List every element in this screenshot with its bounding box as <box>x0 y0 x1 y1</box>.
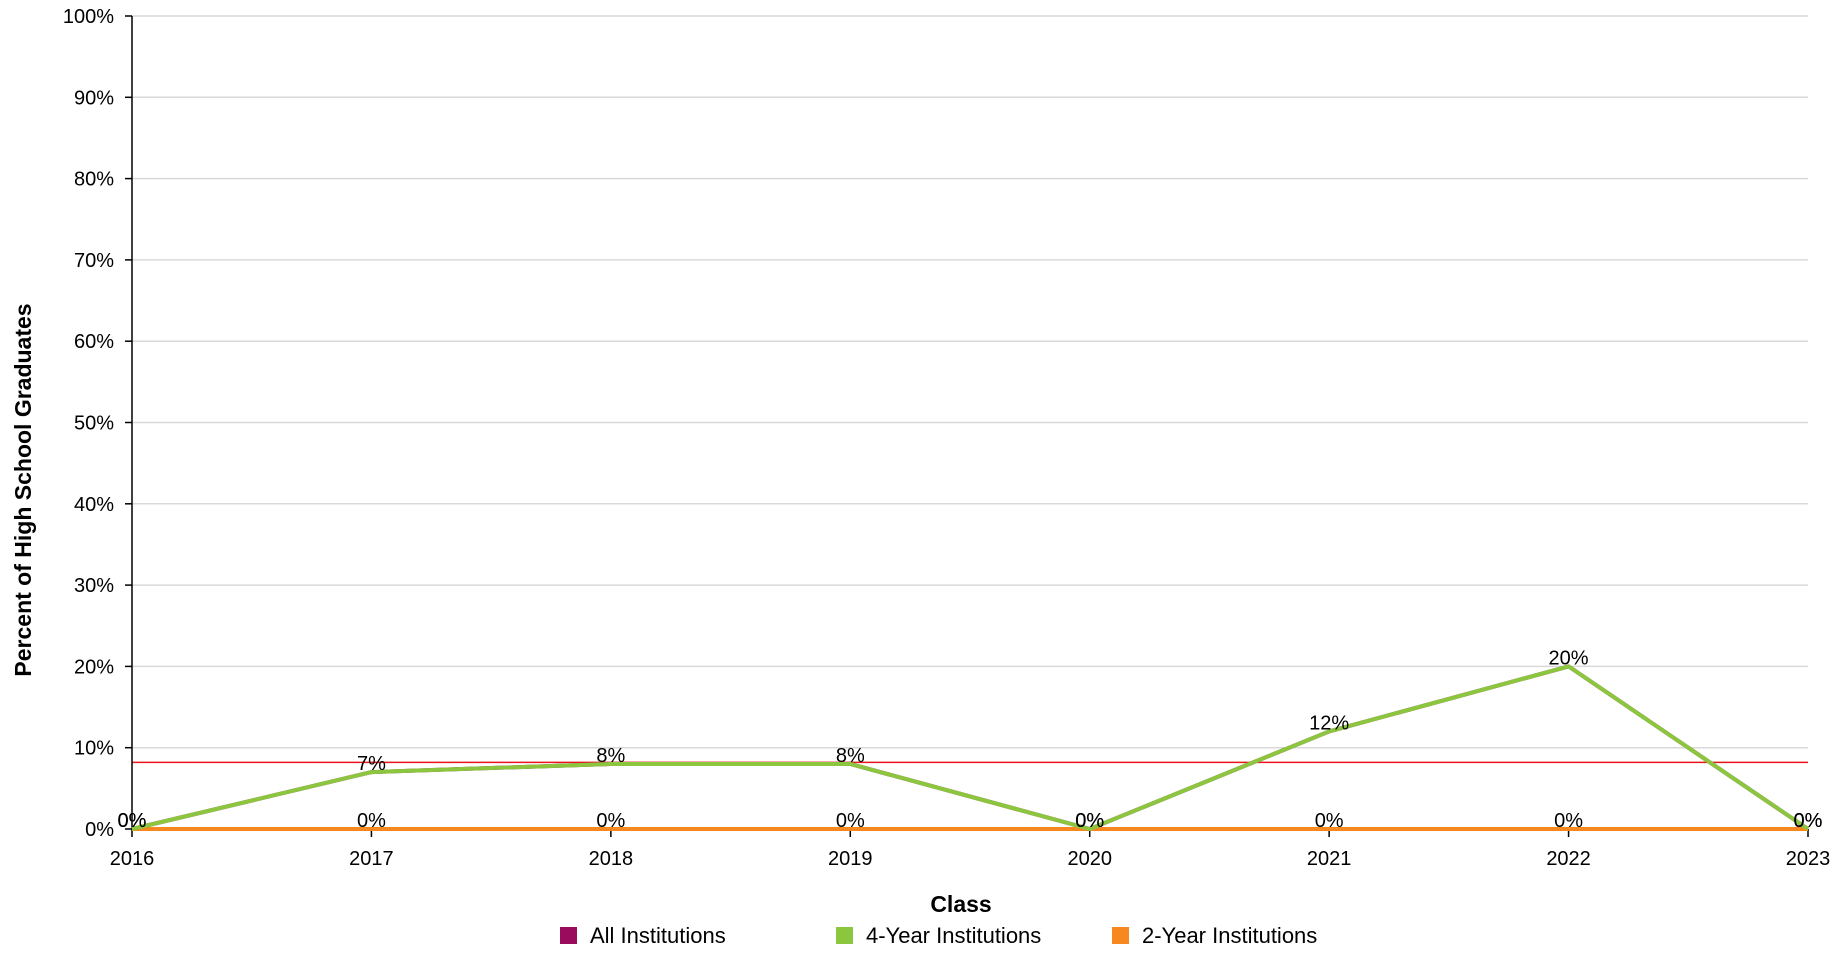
x-tick-label: 2022 <box>1546 848 1591 870</box>
data-label: 8% <box>596 745 625 767</box>
y-tick-label: 40% <box>74 494 114 516</box>
data-label: 7% <box>357 753 386 775</box>
x-tick-label: 2021 <box>1307 848 1352 870</box>
x-tick-label: 2019 <box>828 848 873 870</box>
x-axis-title: Class <box>930 891 991 917</box>
series-lines <box>131 664 1810 831</box>
x-tick-label: 2018 <box>589 848 634 870</box>
data-label: 0% <box>118 810 147 832</box>
y-tick-label: 80% <box>74 169 114 191</box>
legend-label: 2-Year Institutions <box>1142 923 1317 948</box>
data-label: 0% <box>1554 810 1583 832</box>
data-label: 8% <box>836 745 865 767</box>
y-tick-label: 60% <box>74 331 114 353</box>
y-tick-label: 90% <box>74 87 114 109</box>
y-tick-label: 50% <box>74 413 114 435</box>
data-label: 0% <box>596 810 625 832</box>
y-tick-label: 30% <box>74 575 114 597</box>
data-label: 0% <box>1315 810 1344 832</box>
data-label: 0% <box>1075 810 1104 832</box>
legend-label: 4-Year Institutions <box>866 923 1041 948</box>
data-label: 0% <box>1075 810 1104 832</box>
legend-label: All Institutions <box>590 923 726 948</box>
x-tick-label: 2023 <box>1786 848 1831 870</box>
data-label: 12% <box>1309 712 1349 734</box>
y-tick-label: 100% <box>63 6 114 28</box>
x-tick-label: 2020 <box>1067 848 1112 870</box>
y-tick-label: 0% <box>85 819 114 841</box>
data-label: 0% <box>118 810 147 832</box>
y-axis-title: Percent of High School Graduates <box>10 303 36 676</box>
legend-swatch <box>1112 927 1129 944</box>
data-label: 0% <box>836 810 865 832</box>
x-tick-label: 2016 <box>110 848 155 870</box>
legend-swatch <box>560 927 577 944</box>
legend: All Institutions 4-Year Institutions 2-Yea… <box>560 923 1317 948</box>
y-tick-label: 20% <box>74 656 114 678</box>
data-labels: 0%7% 8% 8%0%12%20%0%0% 0% 0% 0% 0% 0% 0% 0% <box>118 647 1823 832</box>
y-tick-label: 10% <box>74 738 114 760</box>
axes: 0% 10% 20% 30% 40% 50% 60% 70% 80% 90% 100% 2016 201… <box>63 6 1830 870</box>
data-label: 20% <box>1549 647 1589 669</box>
data-label: 0% <box>1794 810 1823 832</box>
legend-swatch <box>836 927 853 944</box>
data-label: 0% <box>357 810 386 832</box>
y-tick-label: 70% <box>74 250 114 272</box>
series-line-1 <box>131 664 1810 831</box>
x-tick-label: 2017 <box>349 848 394 870</box>
data-label: 0% <box>1794 810 1823 832</box>
gridlines <box>132 15 1808 749</box>
